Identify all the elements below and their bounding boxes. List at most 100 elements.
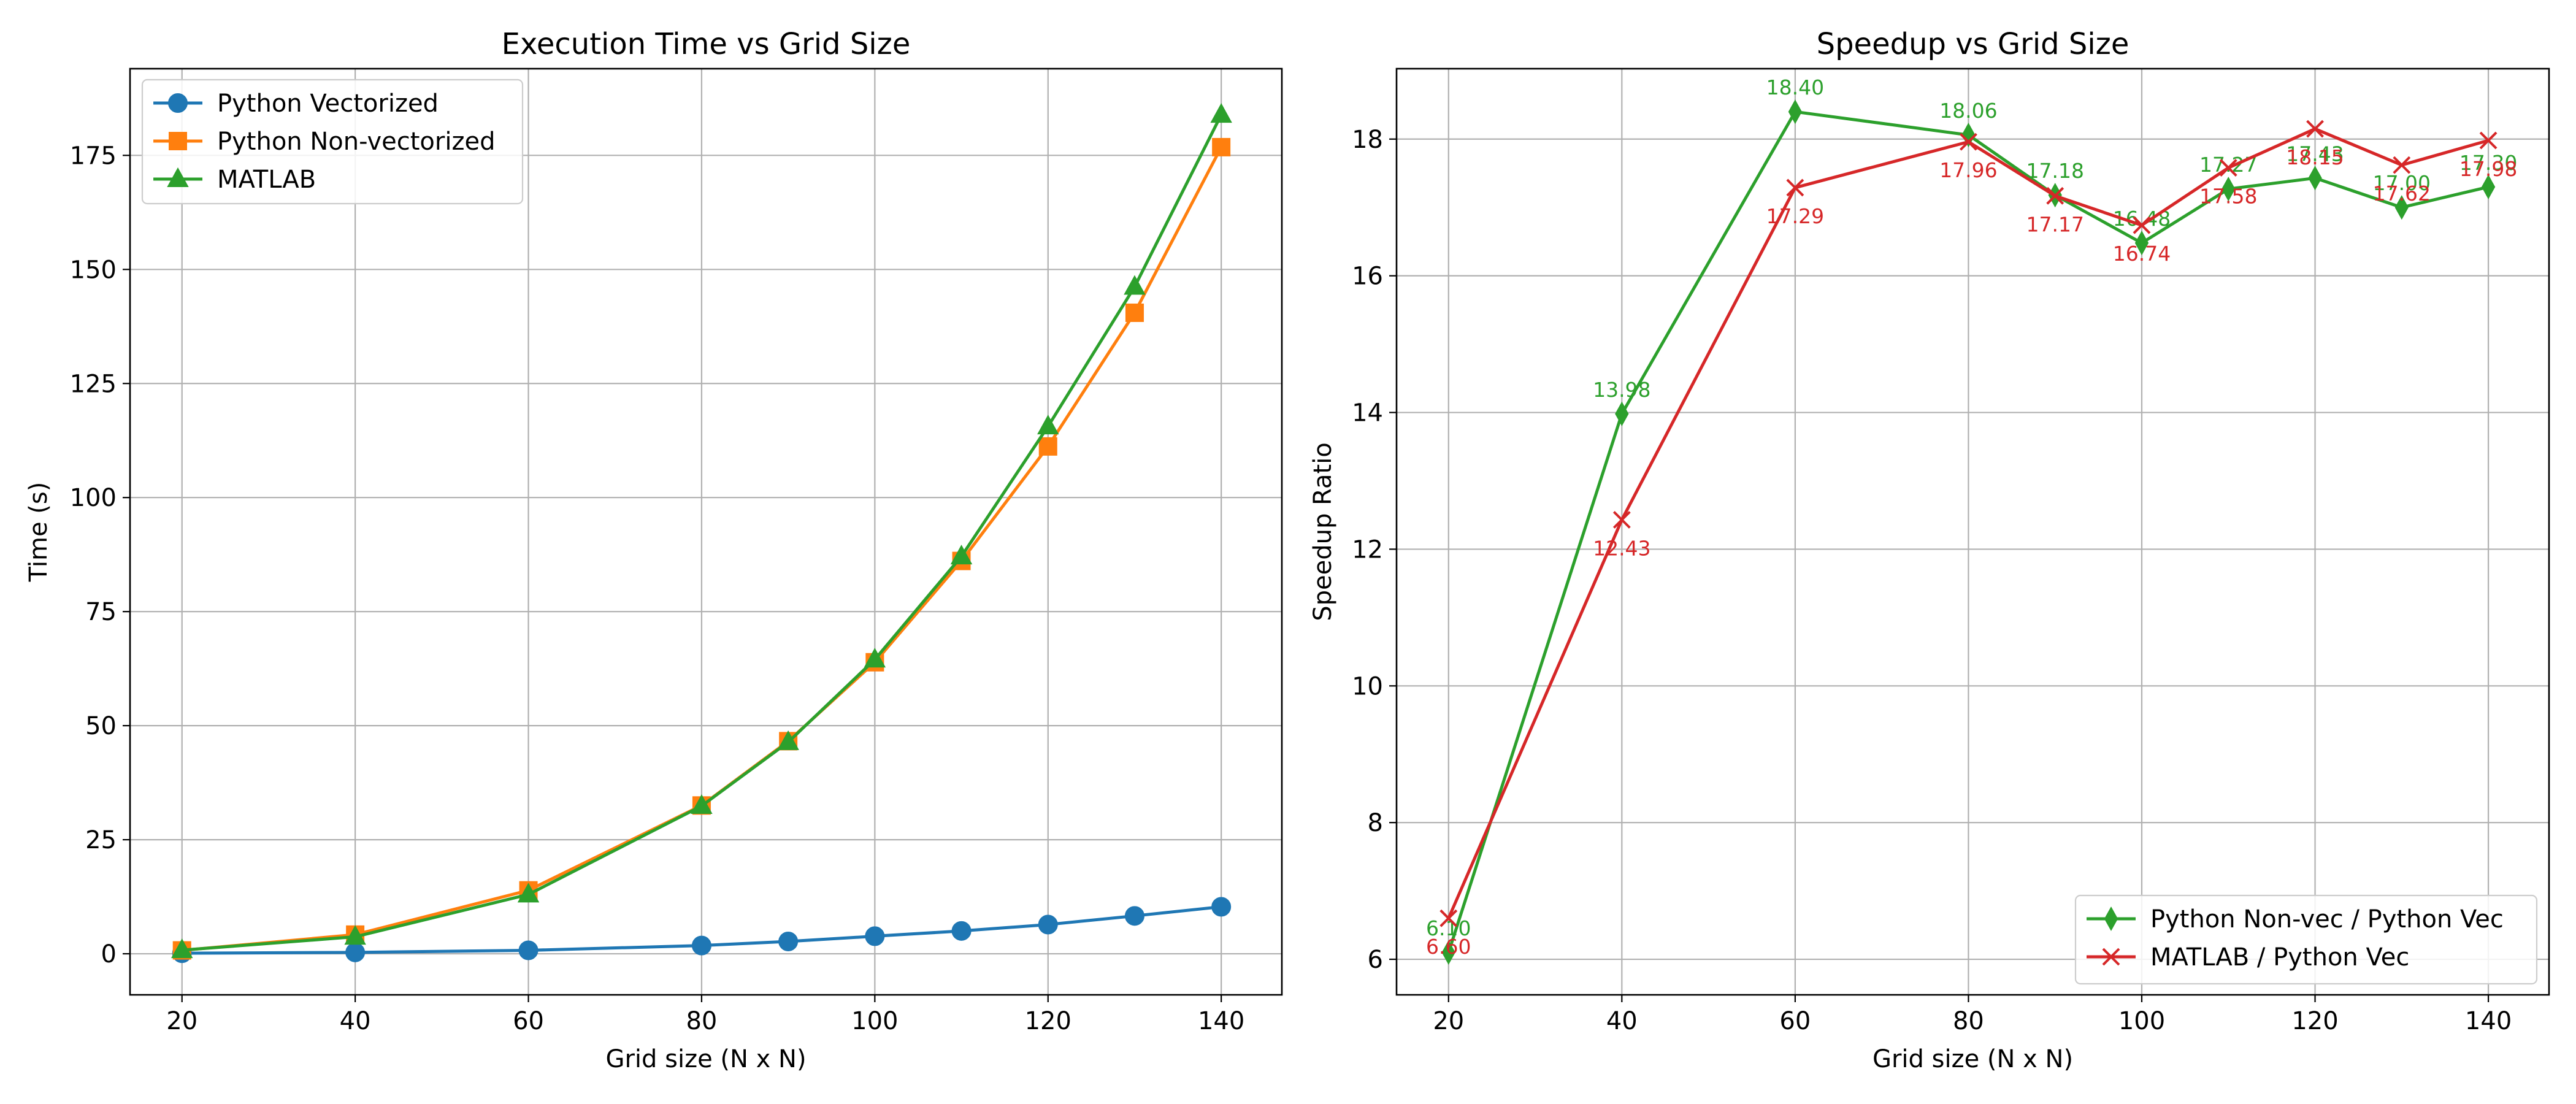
y-tick-label: 12 — [1352, 535, 1383, 564]
data-label: 17.58 — [2199, 185, 2257, 209]
x-tick-label: 120 — [2291, 1007, 2338, 1035]
legend-item: Python Vectorized — [153, 90, 439, 118]
y-tick-label: 18 — [1352, 126, 1383, 154]
x-tick-label: 60 — [1779, 1007, 1811, 1035]
series-python-vectorized — [172, 897, 1232, 964]
y-tick-label: 125 — [70, 370, 117, 398]
data-label: 13.98 — [1593, 378, 1650, 402]
data-label: 17.00 — [2373, 171, 2431, 195]
legend-label: Python Vectorized — [217, 90, 439, 118]
x-tick-label: 40 — [1606, 1007, 1638, 1035]
data-label: 17.30 — [2459, 151, 2517, 175]
data-point — [1961, 123, 1976, 148]
data-point — [691, 794, 713, 815]
data-point — [1037, 415, 1059, 435]
y-tick-label: 0 — [101, 940, 117, 968]
chart-title: Speedup vs Grid Size — [1817, 27, 2129, 61]
series-line — [1447, 127, 2489, 919]
y-tick-label: 100 — [70, 484, 117, 512]
legend-label: MATLAB / Python Vec — [2150, 943, 2409, 972]
data-point — [1038, 914, 1058, 935]
data-point — [1960, 132, 1977, 151]
legend-label: Python Non-vec / Python Vec — [2150, 905, 2504, 933]
plot-frame — [129, 67, 1283, 996]
legend-label: Python Non-vectorized — [217, 128, 495, 156]
x-tick-label: 100 — [851, 1007, 898, 1035]
data-point — [1439, 909, 1458, 927]
x-tick-label: 20 — [166, 1007, 197, 1035]
y-tick-label: 14 — [1352, 399, 1383, 427]
data-label: 17.62 — [2373, 182, 2431, 205]
y-tick-label: 75 — [85, 598, 117, 626]
data-label: 6.10 — [1426, 916, 1471, 940]
plot-frame — [1395, 67, 2550, 996]
chart-title: Execution Time vs Grid Size — [502, 27, 911, 61]
legend-item: Python Non-vec / Python Vec — [2087, 905, 2504, 933]
data-point — [864, 648, 886, 668]
x-tick-label: 80 — [686, 1007, 717, 1035]
legend-marker — [169, 132, 187, 150]
data-point — [1786, 178, 1804, 197]
x-tick-label: 60 — [513, 1007, 544, 1035]
data-label: 18.06 — [1939, 99, 1997, 123]
series-matlab-python-vec: 6.6012.4317.2917.9617.1716.7417.5818.151… — [1426, 120, 2517, 959]
data-point — [2133, 216, 2151, 234]
data-point — [517, 883, 540, 903]
data-label: 17.96 — [1939, 158, 1997, 182]
legend-item: MATLAB — [153, 166, 316, 194]
data-label: 17.29 — [1766, 204, 1824, 228]
data-point — [1210, 103, 1232, 123]
legend-box — [141, 79, 524, 205]
series-matlab — [171, 103, 1232, 959]
x-axis-label: Grid size (N x N) — [605, 1045, 806, 1073]
y-tick-label: 150 — [70, 256, 117, 284]
x-axis-label: Grid size (N x N) — [1873, 1045, 2073, 1073]
data-point — [778, 931, 799, 951]
data-point — [2479, 131, 2497, 150]
y-tick-label: 25 — [85, 826, 117, 854]
x-tick-label: 20 — [1433, 1007, 1464, 1035]
series-line — [182, 905, 1222, 955]
legend-marker — [2102, 948, 2120, 966]
data-point — [691, 935, 711, 956]
legend-marker — [168, 93, 188, 113]
legend-marker — [2104, 906, 2118, 932]
data-label: 17.27 — [2199, 153, 2257, 177]
data-label: 17.17 — [2026, 212, 2083, 236]
x-tick-label: 40 — [340, 1007, 371, 1035]
y-tick-label: 6 — [1368, 946, 1383, 974]
data-point — [1212, 137, 1231, 156]
data-point — [1124, 906, 1144, 926]
data-point — [345, 942, 366, 962]
legend: Python Vectorized Python Non-vectorized MA… — [141, 79, 524, 205]
data-point — [1211, 897, 1232, 917]
legend-marker — [167, 167, 189, 187]
legend-item: MATLAB / Python Vec — [2087, 943, 2409, 972]
y-tick-label: 175 — [70, 142, 117, 170]
data-point — [2481, 174, 2496, 199]
y-tick-label: 8 — [1368, 809, 1383, 837]
data-point — [950, 545, 973, 565]
data-point — [2306, 120, 2324, 138]
data-point — [2393, 156, 2411, 174]
data-label: 18.40 — [1766, 75, 1824, 99]
data-point — [2134, 231, 2149, 256]
data-point — [777, 730, 799, 750]
x-tick-label: 120 — [1025, 1007, 1071, 1035]
x-tick-label: 80 — [1953, 1007, 1984, 1035]
data-label: 17.98 — [2459, 157, 2517, 181]
data-point — [1125, 303, 1144, 322]
data-point — [2046, 186, 2064, 205]
data-point — [2308, 166, 2322, 191]
legend-label: MATLAB — [217, 166, 316, 194]
data-point — [1612, 511, 1631, 529]
data-label: 16.74 — [2113, 242, 2171, 266]
data-point — [2221, 177, 2236, 202]
y-tick-label: 50 — [85, 712, 117, 740]
y-axis-label: Speedup Ratio — [1309, 442, 1337, 621]
data-label: 18.15 — [2286, 145, 2344, 169]
x-tick-label: 140 — [1198, 1007, 1244, 1035]
x-tick-label: 140 — [2465, 1007, 2512, 1035]
